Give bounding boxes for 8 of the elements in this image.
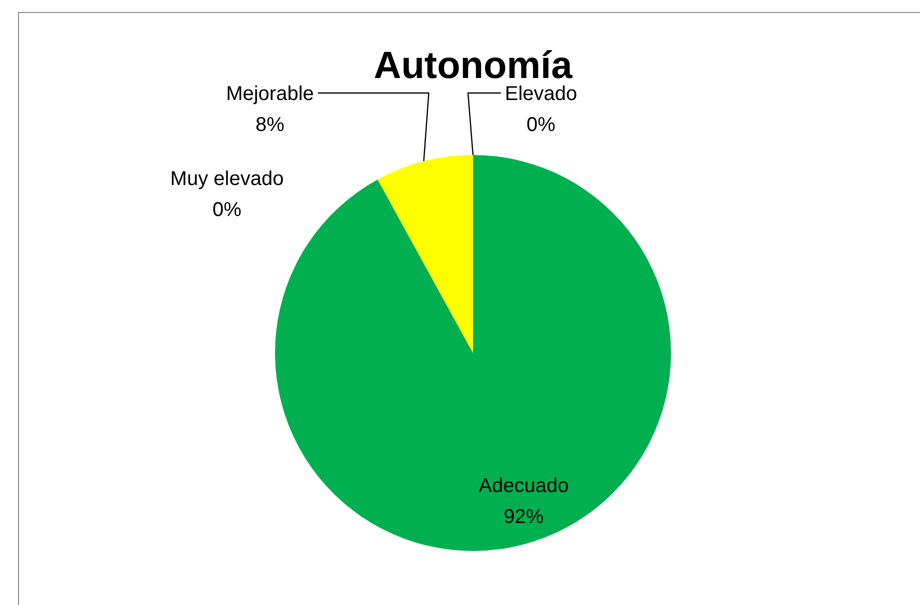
text: 0% xyxy=(526,114,556,136)
slice-label: Mejorable xyxy=(226,83,314,105)
data-label: 92% xyxy=(504,506,544,528)
pie-slice xyxy=(378,155,473,353)
data-label: 8% xyxy=(256,114,285,136)
text: 0% xyxy=(212,199,242,221)
category-label: Muy elevado xyxy=(170,168,284,190)
slice-label: Adecuado xyxy=(478,475,569,498)
